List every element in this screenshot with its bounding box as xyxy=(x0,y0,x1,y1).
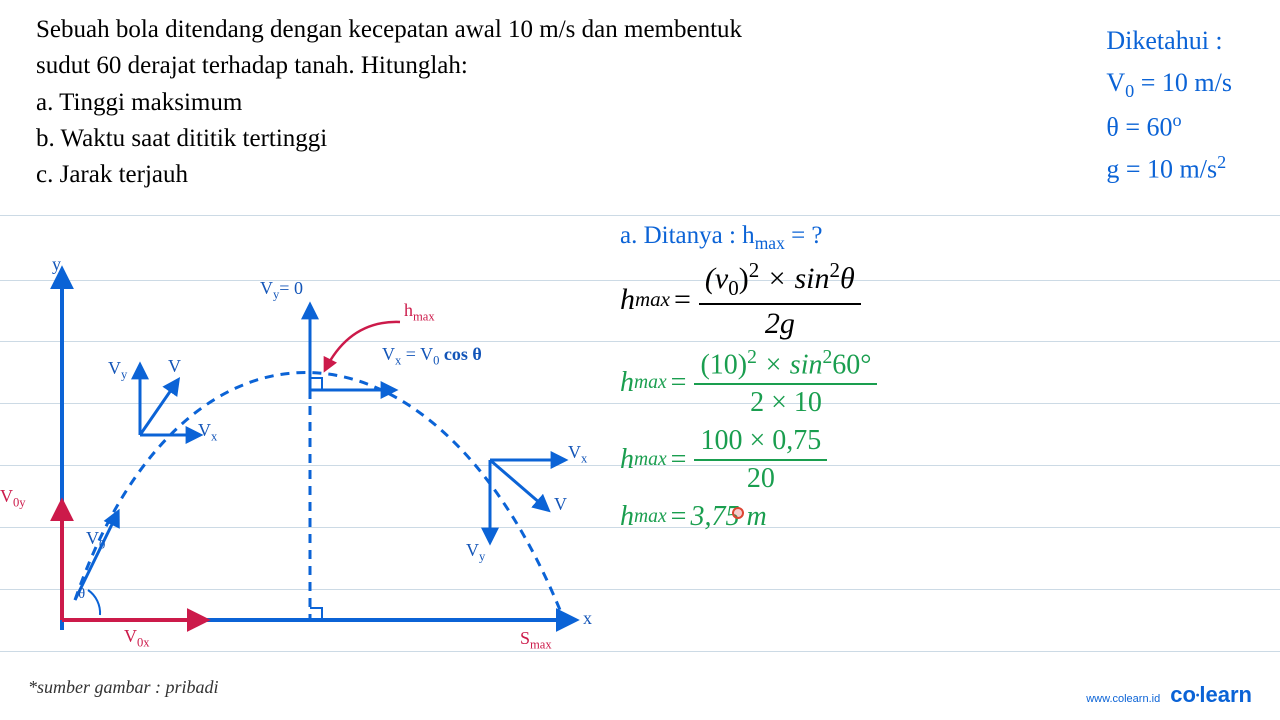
known-g-sup: 2 xyxy=(1217,152,1226,172)
theta-label: θ xyxy=(78,586,85,603)
projectile-diagram: y x V0y V0x Smax V0 θ Vy= 0 Vx = V0 cos … xyxy=(0,250,620,645)
top-vy-label: Vy= 0 xyxy=(260,278,303,303)
solution-step-4: hmax = 3,75 m xyxy=(620,501,1140,533)
known-v0-sub: 0 xyxy=(1125,81,1134,101)
desc-v-arrow xyxy=(490,460,548,510)
desc-v-label: V xyxy=(554,494,567,515)
ruled-line xyxy=(0,651,1280,652)
known-theta-deg: o xyxy=(1173,110,1182,130)
question-line2: sudut 60 derajat terhadap tanah. Hitungl… xyxy=(36,48,756,84)
source-note: *sumber gambar : pribadi xyxy=(28,677,219,698)
known-g-val: g = 10 m/s xyxy=(1106,155,1217,184)
top-vx-label: Vx = V0 cos θ xyxy=(382,344,482,369)
hmax-label: hmax xyxy=(404,300,435,325)
y-axis-label: y xyxy=(52,254,61,275)
v0x-label: V0x xyxy=(124,626,150,651)
known-v0-eq: = 10 m/s xyxy=(1134,68,1232,97)
known-v0: V0 = 10 m/s xyxy=(1106,62,1232,106)
solution-step-2: hmax = (10)2 × sin260° 2 × 10 xyxy=(620,347,1140,419)
solution-step-3: hmax = 100 × 0,75 20 xyxy=(620,425,1140,495)
known-title: Diketahui : xyxy=(1106,20,1232,62)
solution-block: a. Ditanya : hmax = ? hmax = (v0)2 × sin… xyxy=(620,222,1140,539)
known-theta-val: θ = 60 xyxy=(1106,113,1172,142)
question-item-b: b. Waktu saat dititik tertinggi xyxy=(36,121,756,157)
ruled-line xyxy=(0,215,1280,216)
x-axis-label: x xyxy=(583,608,592,629)
solution-ask: a. Ditanya : hmax = ? xyxy=(620,222,1140,254)
question-item-c: c. Jarak terjauh xyxy=(36,157,756,193)
question-line1: Sebuah bola ditendang dengan kecepatan a… xyxy=(36,12,756,48)
footer-brand-logo: co•learn xyxy=(1170,682,1252,708)
v0-label: V0 xyxy=(86,528,105,553)
known-theta: θ = 60o xyxy=(1106,106,1232,148)
desc-vy-label: Vy xyxy=(466,540,485,565)
trajectory-path xyxy=(75,372,560,610)
known-g: g = 10 m/s2 xyxy=(1106,148,1232,190)
desc-vx-label: Vx xyxy=(568,442,587,467)
mid-v-arrow xyxy=(140,380,178,435)
question-item-a: a. Tinggi maksimum xyxy=(36,85,756,121)
question-block: Sebuah bola ditendang dengan kecepatan a… xyxy=(36,12,756,193)
footer-site-url: www.colearn.id xyxy=(1086,693,1160,705)
mid-v-label: V xyxy=(168,356,181,377)
diagram-svg xyxy=(0,250,620,645)
known-values-block: Diketahui : V0 = 10 m/s θ = 60o g = 10 m… xyxy=(1106,20,1232,190)
angle-arc xyxy=(88,590,100,615)
smax-label: Smax xyxy=(520,628,552,653)
mid-vx-label: Vx xyxy=(198,420,217,445)
footer-brand: www.colearn.id co•learn xyxy=(1086,682,1252,708)
known-v0-var: V xyxy=(1106,68,1125,97)
right-angle-top xyxy=(310,378,322,390)
solution-step-1: hmax = (v0)2 × sin2θ 2g xyxy=(620,258,1140,341)
v0y-label: V0y xyxy=(0,486,26,511)
mid-vy-label: Vy xyxy=(108,358,127,383)
